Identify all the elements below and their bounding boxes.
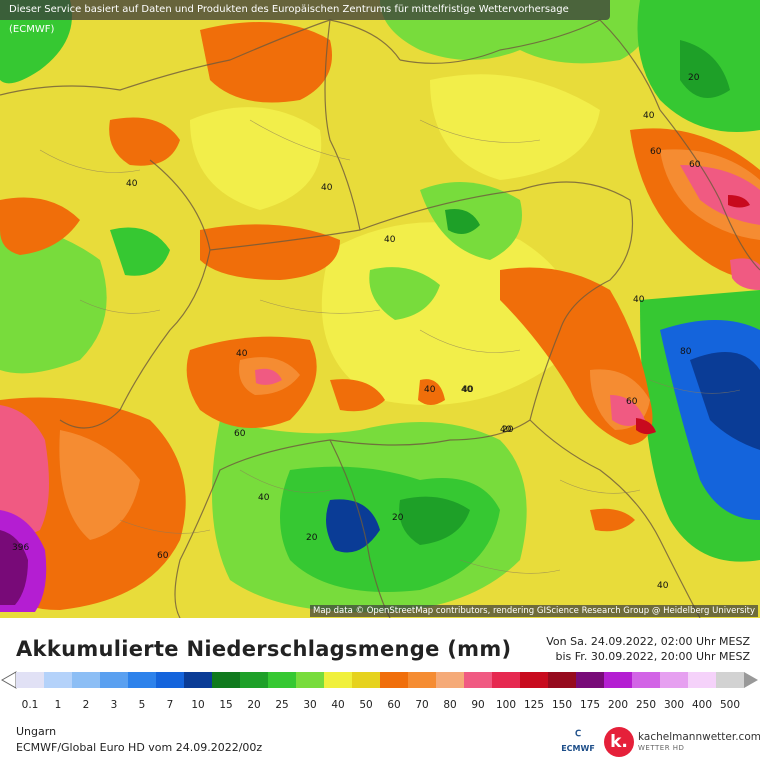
ecmwf-logo-text: ECMWF	[561, 744, 595, 753]
contour-label: 40	[643, 111, 655, 121]
contour-label: 396	[12, 543, 29, 553]
legend-tick-label: 50	[359, 699, 372, 711]
contour-label: 40	[424, 385, 436, 395]
legend-tick-label: 60	[387, 699, 400, 711]
legend-tick-label: 5	[139, 699, 146, 711]
legend-swatch	[268, 672, 297, 688]
forecast-period: Von Sa. 24.09.2022, 02:00 Uhr MESZ bis F…	[546, 634, 750, 664]
legend-tick-label: 40	[331, 699, 344, 711]
legend-tick-label: 30	[303, 699, 316, 711]
legend-swatch	[44, 672, 73, 688]
ecmwf-icon: ꟲ	[575, 728, 581, 744]
legend-swatch	[688, 672, 717, 688]
legend-arrow-left	[0, 671, 17, 689]
map-attribution: Map data © OpenStreetMap contributors, r…	[310, 605, 758, 617]
color-legend: 0.1 1 2 3 5 7 10 15 20 25 30 40 50 60 70 80 90 100 125 150 1…	[0, 671, 758, 711]
legend-swatch	[156, 672, 185, 688]
contour-label: 20	[306, 533, 318, 543]
legend-tick-label: 400	[692, 699, 712, 711]
contour-label: 20	[688, 73, 700, 83]
precipitation-field: 40 40 40 40 40 40 40 40 40 40 40 60 60 60 60 60 80 20 20 20…	[0, 0, 760, 618]
contour-label: 40	[321, 183, 333, 193]
period-to: bis Fr. 30.09.2022, 20:00 Uhr MESZ	[555, 650, 750, 663]
contour-label: 60	[689, 160, 701, 170]
legend-arrow-right	[744, 672, 758, 688]
contour-label: 40	[236, 349, 248, 359]
legend-swatch	[632, 672, 661, 688]
contour-label: 40	[461, 385, 473, 395]
ecmwf-logo[interactable]: ꟲ ECMWF	[558, 728, 598, 756]
legend-swatch	[296, 672, 325, 688]
legend-tick-label: 0.1	[22, 699, 39, 711]
legend-tick-label: 200	[608, 699, 628, 711]
contour-label: 60	[626, 397, 638, 407]
product-title: Akkumulierte Niederschlagsmenge (mm)	[16, 637, 512, 661]
legend-tick-label: 25	[275, 699, 288, 711]
legend-tick-label: 80	[443, 699, 456, 711]
contour-label: 40	[384, 235, 396, 245]
contour-label: 40	[126, 179, 138, 189]
period-from: Von Sa. 24.09.2022, 02:00 Uhr MESZ	[546, 635, 750, 648]
legend-swatch	[408, 672, 437, 688]
legend-tick-label: 1	[55, 699, 62, 711]
legend-swatch	[184, 672, 213, 688]
legend-swatch	[380, 672, 409, 688]
legend-swatch	[576, 672, 605, 688]
legend-swatch	[324, 672, 353, 688]
contour-label: 60	[234, 429, 246, 439]
legend-swatch	[464, 672, 493, 688]
contour-label: 40	[500, 425, 512, 435]
data-attribution: Dieser Service basiert auf Daten und Pro…	[0, 0, 610, 35]
legend-swatch	[716, 672, 745, 688]
contour-label: 80	[680, 347, 692, 357]
legend-tick-label: 70	[415, 699, 428, 711]
kachelmann-logo-icon[interactable]: k.	[604, 727, 634, 757]
legend-swatch	[660, 672, 689, 688]
legend-swatch	[100, 672, 129, 688]
contour-label: 40	[633, 295, 645, 305]
legend-tick-label: 20	[247, 699, 260, 711]
legend-swatch	[520, 672, 549, 688]
legend-tick-label: 3	[111, 699, 118, 711]
legend-tick-label: 175	[580, 699, 600, 711]
precipitation-map[interactable]: 40 40 40 40 40 40 40 40 40 40 40 60 60 60 60 60 80 20 20 20…	[0, 0, 760, 618]
contour-label: 60	[650, 147, 662, 157]
site-subtitle: WETTER HD	[638, 744, 685, 752]
legend-tick-label: 7	[167, 699, 174, 711]
model-label: ECMWF/Global Euro HD vom 24.09.2022/00z	[16, 741, 263, 754]
legend-swatch	[16, 672, 45, 688]
contour-label: 60	[157, 551, 169, 561]
legend-tick-label: 150	[552, 699, 572, 711]
legend-tick-label: 15	[219, 699, 232, 711]
legend-tick-label: 100	[496, 699, 516, 711]
legend-swatch	[72, 672, 101, 688]
legend-tick-label: 250	[636, 699, 656, 711]
contour-label: 20	[502, 425, 514, 435]
legend-tick-label: 300	[664, 699, 684, 711]
legend-swatch	[128, 672, 157, 688]
contour-label: 40	[657, 581, 669, 591]
legend-tick-label: 90	[471, 699, 484, 711]
legend-swatch	[352, 672, 381, 688]
legend-swatch	[548, 672, 577, 688]
legend-swatch	[240, 672, 269, 688]
legend-tick-label: 2	[83, 699, 90, 711]
contour-label: 40	[462, 385, 474, 395]
legend-tick-label: 500	[720, 699, 740, 711]
legend-swatch	[212, 672, 241, 688]
region-label: Ungarn	[16, 725, 57, 738]
legend-tick-label: 125	[524, 699, 544, 711]
contour-label: 20	[392, 513, 404, 523]
site-name[interactable]: kachelmannwetter.com	[638, 731, 760, 743]
legend-swatch	[492, 672, 521, 688]
legend-swatch	[436, 672, 465, 688]
legend-swatch	[604, 672, 633, 688]
legend-tick-label: 10	[191, 699, 204, 711]
contour-label: 40	[258, 493, 270, 503]
